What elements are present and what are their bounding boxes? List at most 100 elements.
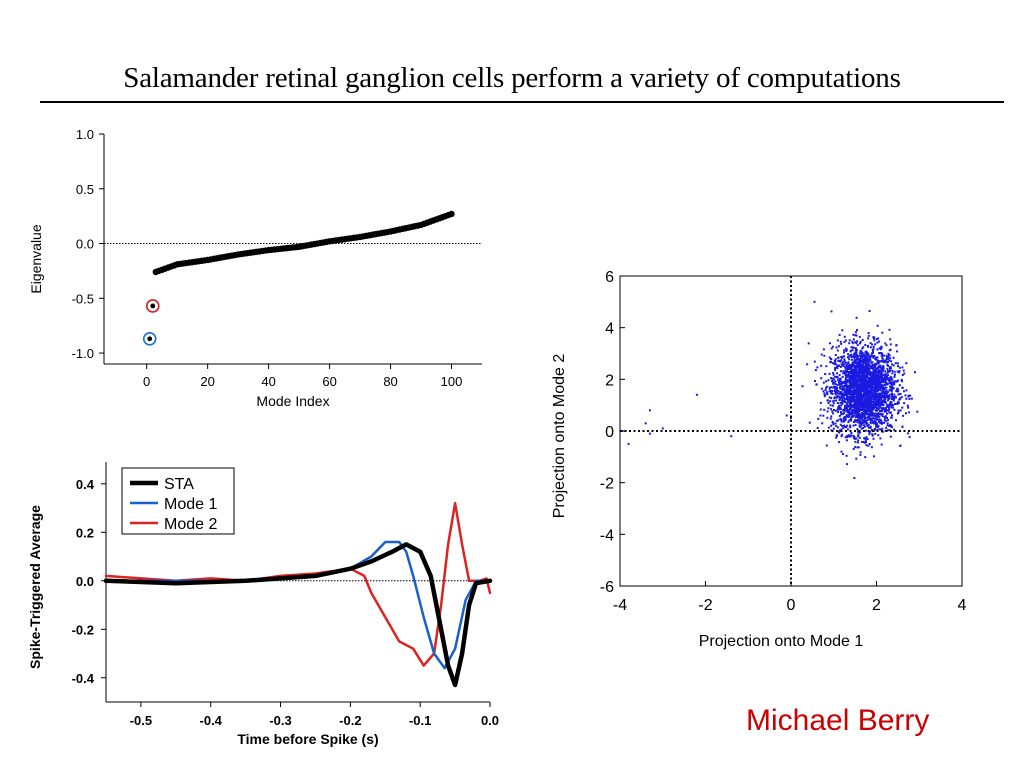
scatter-point xyxy=(889,435,892,438)
scatter-point xyxy=(859,363,862,365)
scatter-point xyxy=(848,402,851,405)
scatter-point xyxy=(855,351,858,354)
scatter-point xyxy=(886,363,889,366)
scatter-point xyxy=(857,374,860,377)
scatter-point xyxy=(870,394,873,397)
scatter-point xyxy=(867,415,870,418)
scatter-point xyxy=(877,371,880,374)
scatter-point xyxy=(853,477,856,479)
scatter-point xyxy=(899,444,902,447)
slide-title: Salamander retinal ganglion cells perfor… xyxy=(123,62,901,94)
scatter-point xyxy=(878,376,881,379)
scatter-point xyxy=(879,348,882,351)
scatter-point xyxy=(845,402,848,405)
scatter-point xyxy=(836,410,839,413)
scatter-point xyxy=(873,387,876,390)
scatter-point xyxy=(886,356,889,359)
scatter-point xyxy=(884,415,887,418)
scatter-point xyxy=(874,379,877,382)
scatter-point xyxy=(871,401,874,404)
scatter-point xyxy=(900,378,903,381)
scatter-point xyxy=(869,414,872,417)
scatter-point xyxy=(820,353,823,356)
scatter-point xyxy=(846,410,849,413)
scatter-point xyxy=(857,389,860,392)
scatter-point xyxy=(858,363,861,366)
scatter-point xyxy=(836,372,838,375)
scatter-point xyxy=(842,372,845,375)
scatter-point xyxy=(888,366,891,369)
scatter-point xyxy=(864,456,867,459)
scatter-point xyxy=(882,407,885,409)
scatter-point xyxy=(847,389,850,392)
scatter-point xyxy=(823,392,826,395)
scatter-point xyxy=(896,387,899,390)
scatter-point xyxy=(859,414,862,417)
scatter-point xyxy=(828,387,831,390)
scatter-point xyxy=(878,428,881,431)
scatter-point xyxy=(819,414,822,417)
y-tick-label: 6 xyxy=(605,269,614,286)
scatter-point xyxy=(860,353,863,356)
scatter-point xyxy=(877,384,880,387)
scatter-point xyxy=(859,369,861,372)
y-tick-label: 0.0 xyxy=(76,237,94,252)
scatter-point xyxy=(869,402,872,405)
scatter-point xyxy=(856,364,858,367)
scatter-point xyxy=(860,424,863,427)
scatter-point xyxy=(878,360,881,363)
scatter-point xyxy=(888,359,891,362)
scatter-point xyxy=(870,354,873,357)
scatter-point xyxy=(854,341,856,344)
scatter-point xyxy=(876,428,879,431)
scatter-point xyxy=(836,434,838,437)
scatter-point xyxy=(857,405,860,408)
scatter-point xyxy=(849,382,852,385)
scatter-point xyxy=(832,412,835,415)
scatter-point xyxy=(877,362,880,365)
outlier-point xyxy=(621,430,624,432)
scatter-point xyxy=(864,367,867,370)
scatter-point xyxy=(891,378,894,381)
scatter-point xyxy=(881,395,884,398)
scatter-point xyxy=(822,348,825,351)
scatter-point xyxy=(870,384,873,387)
scatter-point xyxy=(859,382,862,384)
scatter-point xyxy=(867,337,870,340)
x-tick-label: -0.3 xyxy=(269,713,291,728)
scatter-point xyxy=(832,382,835,385)
scatter-point xyxy=(847,364,850,367)
scatter-point xyxy=(859,357,862,359)
scatter-point xyxy=(860,421,863,424)
scatter-point xyxy=(889,369,891,372)
scatter-point xyxy=(839,407,842,409)
scatter-point xyxy=(846,369,849,372)
scatter-point xyxy=(883,401,885,403)
scatter-point xyxy=(854,355,857,358)
scatter-point xyxy=(834,358,837,361)
outlier-point xyxy=(841,329,844,332)
scatter-point xyxy=(846,397,849,400)
scatter-point xyxy=(878,384,881,387)
scatter-point xyxy=(871,392,874,395)
scatter-point xyxy=(889,343,892,346)
scatter-point xyxy=(832,371,835,374)
scatter-point xyxy=(836,402,839,404)
scatter-point xyxy=(887,394,890,397)
scatter-point xyxy=(863,405,866,408)
scatter-point xyxy=(836,426,839,429)
scatter-point xyxy=(844,367,847,370)
scatter-point xyxy=(864,419,867,422)
scatter-point xyxy=(842,412,845,415)
scatter-point xyxy=(850,358,853,361)
scatter-point xyxy=(878,405,881,408)
scatter-point xyxy=(869,382,872,384)
scatter-point xyxy=(856,340,859,343)
scatter-point xyxy=(854,373,857,376)
scatter-point xyxy=(883,354,885,357)
scatter-point xyxy=(880,419,883,422)
scatter-point xyxy=(898,366,901,369)
scatter-point xyxy=(842,453,844,456)
scatter-point xyxy=(853,359,856,362)
scatter-point xyxy=(890,383,893,386)
